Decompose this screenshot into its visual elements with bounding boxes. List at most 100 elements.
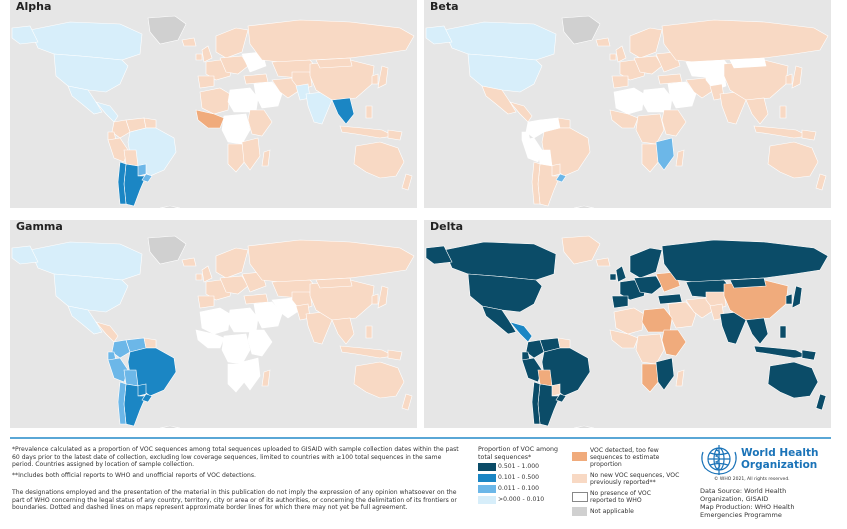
country-canada [29, 241, 143, 281]
country-iceland [181, 37, 197, 47]
country-mexico [67, 85, 103, 115]
legend-swatch [572, 507, 587, 516]
country-mongolia [315, 277, 353, 289]
country-iberia [197, 75, 215, 89]
country-safrica_e [655, 137, 675, 171]
country-alaska [425, 245, 453, 265]
country-philippines [365, 325, 373, 339]
country-seasia [745, 317, 769, 345]
country-indonesia [753, 125, 809, 139]
country-nordic [629, 247, 663, 279]
world-map-beta [425, 15, 829, 208]
country-eafrica [661, 109, 687, 137]
country-russia [661, 19, 829, 63]
country-chile [531, 161, 541, 205]
country-antarctic_tip [573, 425, 595, 428]
country-china [309, 59, 375, 101]
country-nafrica_w [613, 87, 645, 115]
country-nafrica_w [613, 307, 645, 335]
country-eafrica [661, 329, 687, 357]
disclaimer: The designations employed and the presen… [12, 489, 457, 512]
who-copyright: © WHO 2021, All rights reserved. [714, 477, 790, 482]
country-nafrica_e [641, 307, 673, 333]
country-nz [401, 393, 413, 411]
country-nafrica_w [199, 307, 231, 335]
country-usa [53, 273, 129, 313]
country-korea [371, 73, 379, 85]
country-nafrica_e [227, 87, 259, 113]
footnote-reports: **Includes both official reports to WHO … [12, 472, 256, 479]
legend-swatch [478, 485, 496, 493]
country-korea [785, 73, 793, 85]
footer-divider [10, 437, 831, 439]
country-greenland [147, 235, 187, 265]
country-usa [467, 53, 543, 93]
country-russia [247, 239, 415, 283]
country-nafrica_e [227, 307, 259, 333]
country-safrica_w [641, 143, 661, 173]
country-bolivia [123, 369, 139, 387]
country-uruguay [555, 173, 567, 183]
country-japan [377, 285, 389, 309]
country-iberia [197, 295, 215, 309]
country-iran [271, 77, 301, 99]
country-mongolia [729, 277, 767, 289]
country-japan [377, 65, 389, 89]
country-centraleu [219, 55, 249, 75]
legend-swatch [478, 463, 496, 471]
country-chile [117, 161, 127, 205]
country-china [723, 59, 789, 101]
country-safrica_w [227, 363, 247, 393]
country-seasia [331, 317, 355, 345]
country-wafrica [195, 329, 225, 349]
country-central [509, 101, 533, 123]
panel-title: Gamma [16, 220, 63, 233]
country-antarctic_tip [159, 205, 181, 208]
country-iceland [595, 37, 611, 47]
country-guianas [143, 337, 157, 349]
country-indonesia [339, 125, 395, 139]
country-russia [247, 19, 415, 63]
map-panel-gamma: Gamma [10, 220, 417, 428]
map-panel-beta: Beta [424, 0, 831, 208]
country-madagascar [675, 369, 685, 387]
panel-title: Delta [430, 220, 464, 233]
country-canada [443, 241, 557, 281]
country-canada [29, 21, 143, 61]
who-emblem-icon [701, 445, 737, 475]
country-alaska [11, 25, 39, 45]
map-panel-delta: Delta [424, 220, 831, 428]
country-ukuk [615, 45, 627, 63]
country-guianas [557, 117, 571, 129]
country-greenland [561, 235, 601, 265]
country-usa [53, 53, 129, 93]
country-china [309, 279, 375, 321]
country-eafrica [247, 329, 273, 357]
country-cafrica [221, 113, 251, 145]
country-nz [815, 393, 827, 411]
country-japan [791, 65, 803, 89]
country-alaska [11, 245, 39, 265]
country-nafrica_w [199, 87, 231, 115]
country-seasia [745, 97, 769, 125]
country-bolivia [123, 149, 139, 167]
country-guianas [143, 117, 157, 129]
country-turkey [243, 293, 269, 305]
country-korea [785, 293, 793, 305]
country-nordic [215, 247, 249, 279]
country-safrica_e [241, 137, 261, 171]
country-bolivia [537, 149, 553, 167]
country-china [723, 279, 789, 321]
panel-title: Alpha [16, 0, 52, 13]
country-safrica_e [241, 357, 261, 391]
country-wafrica [609, 329, 639, 349]
legend-label: 0.011 - 0.100 [498, 485, 539, 492]
country-ukuk [201, 45, 213, 63]
country-safrica_e [655, 357, 675, 391]
country-madagascar [261, 369, 271, 387]
country-australia [767, 141, 819, 179]
country-madagascar [261, 149, 271, 167]
country-chile [531, 381, 541, 425]
country-iberia [611, 295, 629, 309]
country-greenland [561, 15, 601, 45]
